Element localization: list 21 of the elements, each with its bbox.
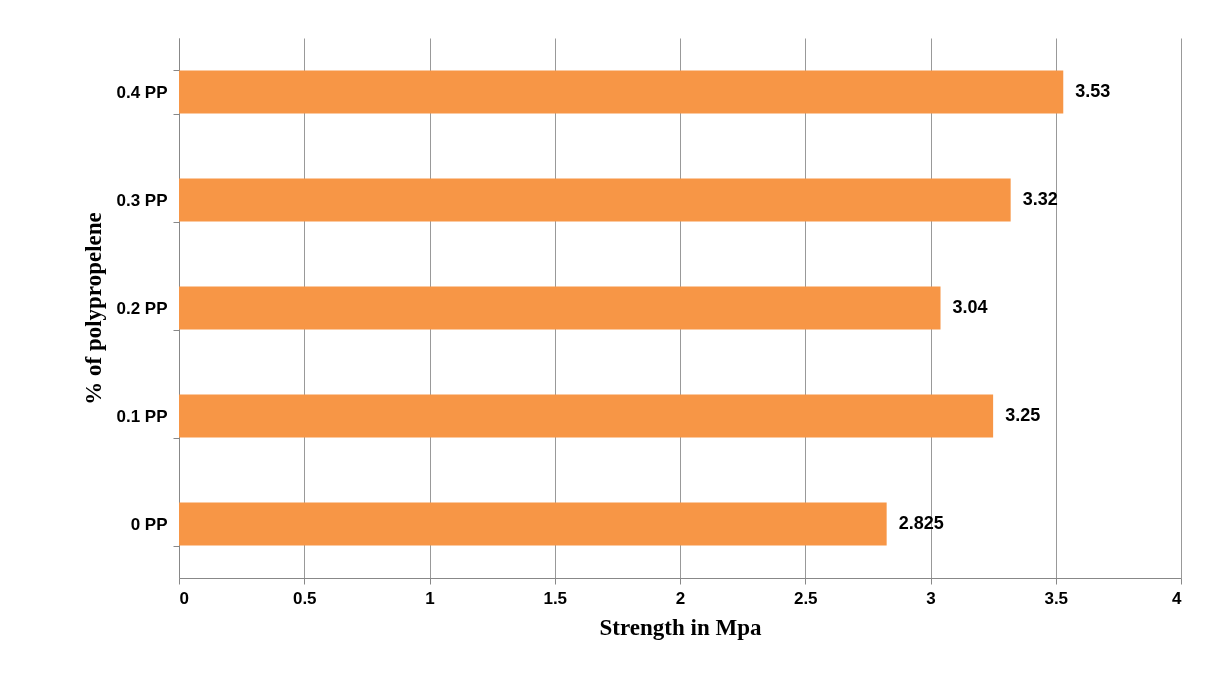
x-axis-title: Strength in Mpa <box>599 614 762 640</box>
data-label: 3.32 <box>1022 189 1058 209</box>
y-tick-label: 0.2 PP <box>116 298 168 318</box>
y-tick-label: 0.4 PP <box>116 82 168 102</box>
x-tick-label: 1 <box>425 588 435 608</box>
x-tick-label: 1.5 <box>543 588 568 608</box>
x-tick-label: 0.5 <box>292 588 317 608</box>
y-axis-title: % of polypropelene <box>81 212 107 405</box>
y-tick-label: 0.3 PP <box>116 190 168 210</box>
data-label: 2.825 <box>898 513 944 533</box>
x-tick-label: 2 <box>675 588 686 608</box>
x-tick-label: 0 <box>179 588 189 608</box>
x-tick-label: 4 <box>1172 588 1183 608</box>
data-label: 3.53 <box>1075 81 1111 101</box>
y-tick-label: 0.1 PP <box>116 406 168 426</box>
data-label: 3.04 <box>952 297 988 317</box>
x-tick-label: 2.5 <box>793 588 818 608</box>
data-label: 3.25 <box>1005 405 1041 425</box>
x-tick-label: 3.5 <box>1044 588 1069 608</box>
y-tick-label: 0 PP <box>130 514 168 534</box>
x-tick-label: 3 <box>926 588 936 608</box>
